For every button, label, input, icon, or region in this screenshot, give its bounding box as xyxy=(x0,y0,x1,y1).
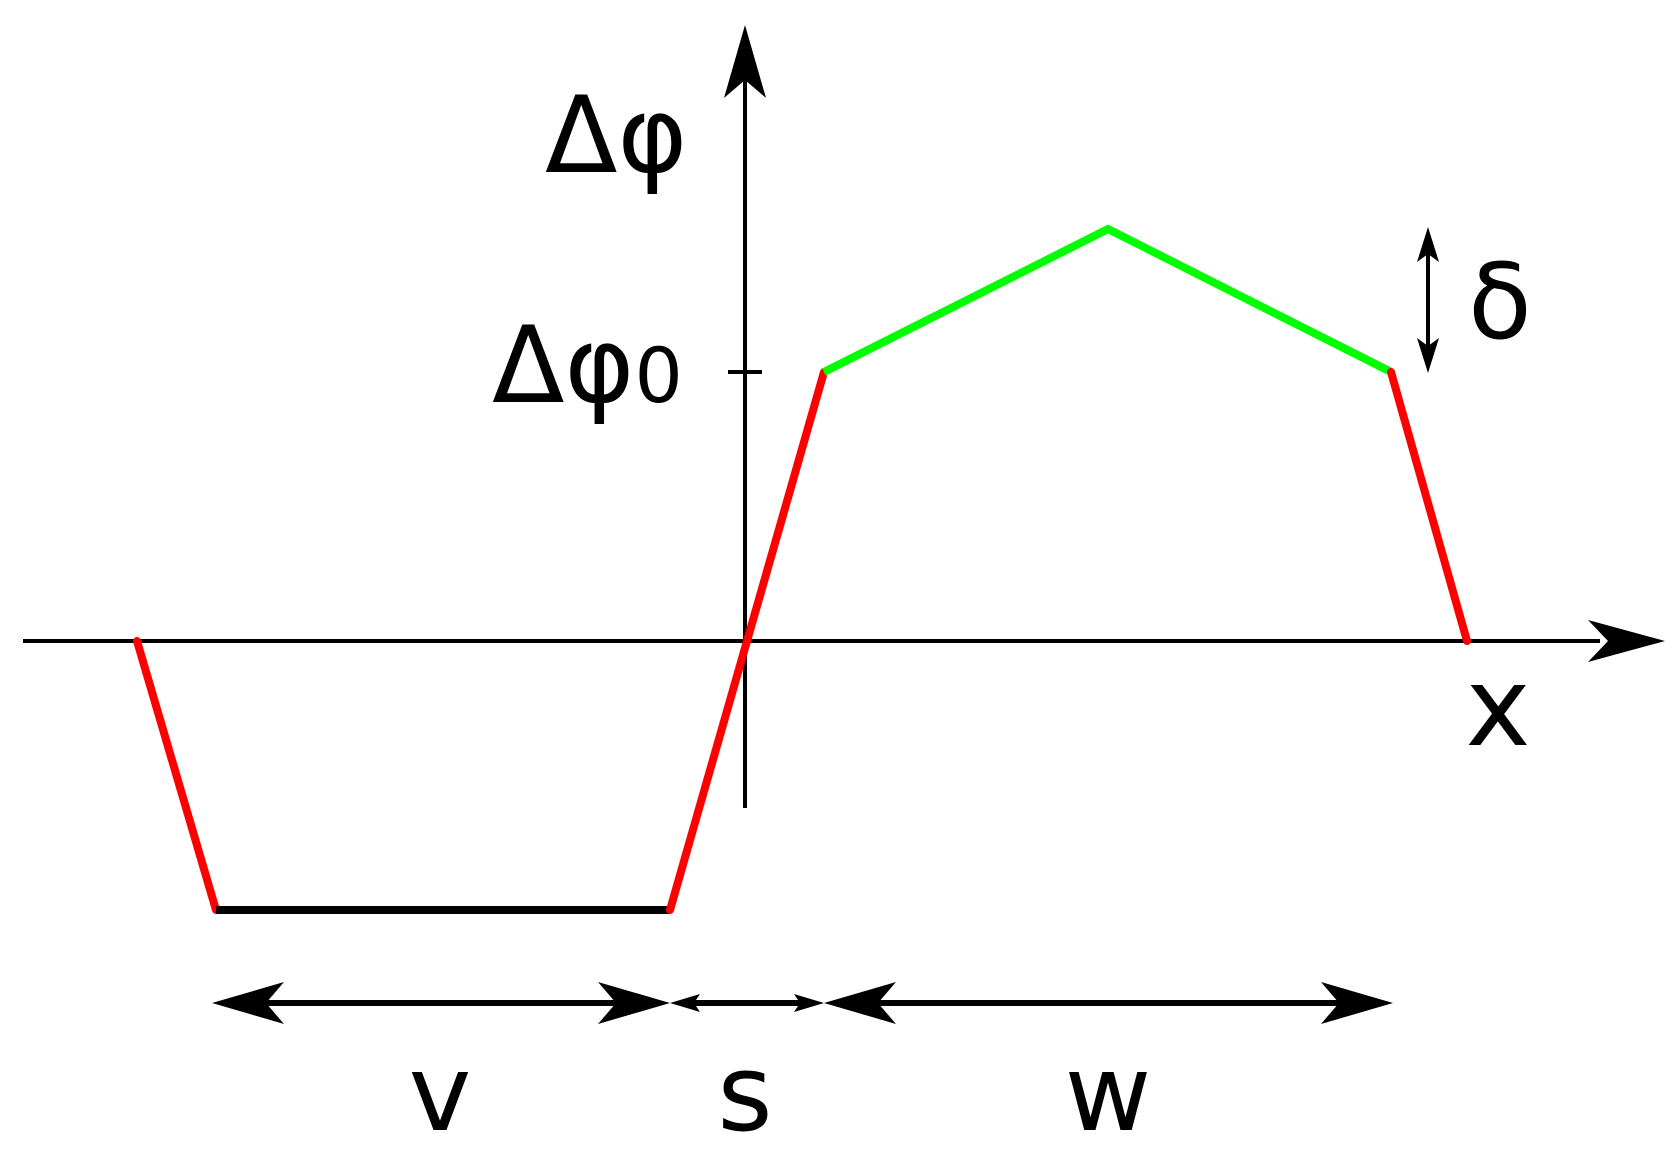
curve-segment-rise xyxy=(666,368,828,914)
y-tick-label: Δφ0 xyxy=(492,304,683,427)
x-axis-arrowhead xyxy=(1588,620,1665,662)
region-v-arrowhead-right xyxy=(598,982,670,1024)
y-axis-label: Δφ xyxy=(545,74,687,197)
delta-arrowhead-down xyxy=(1417,338,1439,373)
delta-label: δ xyxy=(1468,241,1532,363)
region-s-arrowhead-right xyxy=(794,994,824,1012)
region-w-label: w xyxy=(1065,1032,1152,1155)
region-w-arrowhead-right xyxy=(1321,982,1393,1024)
curve-segment-left-descent xyxy=(133,637,220,914)
region-v-arrowhead-left xyxy=(212,982,284,1024)
y-axis-arrowhead xyxy=(724,25,766,98)
curve-segment-right-descent xyxy=(1387,368,1471,645)
y-tick-label-base: Δφ xyxy=(492,304,634,427)
y-tick-label-subscript: 0 xyxy=(634,331,682,420)
delta-arrowhead-up xyxy=(1417,227,1439,262)
region-w-arrowhead-left xyxy=(824,982,896,1024)
region-s-arrowhead-left xyxy=(670,994,700,1012)
x-axis-label: x xyxy=(1465,643,1530,771)
region-v-label: v xyxy=(409,1032,472,1155)
curve-segment-green-peak xyxy=(822,224,1393,376)
region-s-label: s xyxy=(717,1032,772,1155)
